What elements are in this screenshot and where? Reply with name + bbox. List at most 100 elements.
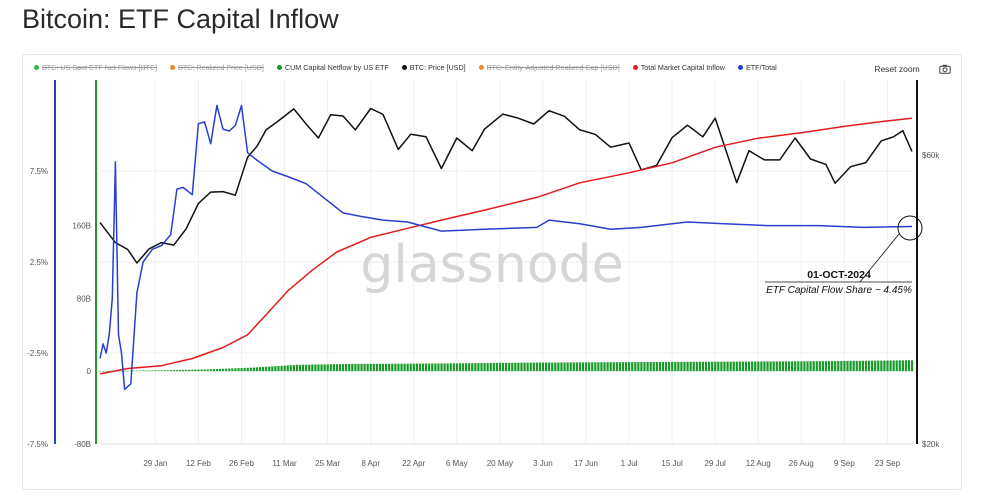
x-tick-label: 23 Sep xyxy=(875,459,901,468)
etf-bar xyxy=(231,368,234,372)
etf-bar xyxy=(874,360,877,372)
etf-bar xyxy=(283,365,286,372)
etf-bar xyxy=(674,361,677,372)
etf-bar xyxy=(646,362,649,372)
legend-item[interactable]: BTC: Entity-Adjusted Realized Cap [USD] xyxy=(478,60,620,74)
etf-bar xyxy=(843,360,846,372)
x-tick-label: 9 Sep xyxy=(834,459,855,468)
legend-item[interactable]: CUM Capital Netflow by US ETF xyxy=(276,60,389,74)
etf-bar xyxy=(425,363,428,372)
etf-bar xyxy=(578,362,582,372)
legend-item[interactable]: BTC: Price [USD] xyxy=(401,60,466,74)
etf-bar xyxy=(151,370,154,372)
etf-bar xyxy=(375,363,379,372)
etf-bar xyxy=(680,361,683,372)
etf-bar xyxy=(372,363,375,372)
annotation-pointer xyxy=(859,233,900,283)
etf-bar xyxy=(834,361,837,372)
etf-bar xyxy=(560,362,563,372)
etf-bar xyxy=(708,361,711,372)
etf-bar xyxy=(369,363,372,372)
etf-bar xyxy=(99,371,102,372)
etf-bar xyxy=(803,361,806,372)
etf-bar xyxy=(794,361,797,372)
etf-bar xyxy=(520,362,523,372)
x-tick-label: 6 May xyxy=(446,459,468,468)
etf-bar xyxy=(332,364,335,372)
etf-bar xyxy=(222,368,225,372)
etf-bar xyxy=(508,362,511,372)
legend-item[interactable]: BTC: US Spot ETF Net Flows [BTC] xyxy=(34,60,157,74)
price-tick-label: $60k xyxy=(922,151,940,160)
etf-bar xyxy=(172,370,176,372)
etf-bar xyxy=(277,366,280,372)
etf-bar xyxy=(228,368,231,372)
x-tick-label: 11 Mar xyxy=(272,459,297,468)
etf-bar xyxy=(849,360,852,372)
etf-bar xyxy=(831,361,834,372)
reset-zoom-button[interactable]: Reset zoom xyxy=(868,62,926,76)
etf-bar xyxy=(637,362,640,372)
legend-item[interactable]: BTC: Realized Price [USD] xyxy=(170,60,264,74)
etf-bar xyxy=(664,361,668,372)
legend-dot-icon xyxy=(632,64,638,70)
etf-bar xyxy=(385,363,388,372)
etf-bar xyxy=(600,362,603,372)
annotation-date: 01-OCT-2024 xyxy=(807,269,871,281)
legend-label: Total Market Capital Inflow xyxy=(640,62,725,72)
annotation-text: ETF Capital Flow Share ~ 4.45% xyxy=(766,285,912,296)
pct-tick-label: 7.5% xyxy=(30,167,48,176)
etf-bar xyxy=(551,362,554,372)
etf-bar xyxy=(498,362,502,372)
etf-bar xyxy=(400,363,403,372)
x-tick-label: 22 Apr xyxy=(402,459,425,468)
etf-bar xyxy=(446,363,449,372)
etf-bar xyxy=(163,370,166,372)
etf-bar xyxy=(612,362,615,372)
etf-bar xyxy=(292,365,295,372)
etf-bar xyxy=(483,363,486,372)
etf-bar xyxy=(757,361,760,372)
etf-bar xyxy=(886,360,889,372)
etf-bar xyxy=(262,366,265,372)
etf-bar xyxy=(142,370,145,372)
etf-bar xyxy=(529,362,532,372)
etf-bar xyxy=(391,363,394,372)
etf-bar xyxy=(729,361,732,372)
etf-bar xyxy=(634,362,637,372)
etf-bar xyxy=(363,363,366,372)
etf-bar xyxy=(252,367,255,372)
etf-bar xyxy=(200,369,203,372)
legend-item[interactable]: Total Market Capital Inflow xyxy=(632,60,725,74)
etf-bar xyxy=(840,360,843,372)
etf-bar xyxy=(329,364,332,372)
etf-bar xyxy=(720,361,723,372)
etf-bar xyxy=(649,361,652,372)
price-tick-label: $20k xyxy=(922,440,940,449)
legend-item[interactable]: ETF/Total xyxy=(738,60,777,74)
etf-bar xyxy=(628,362,631,372)
etf-bar xyxy=(378,363,382,372)
x-tick-label: 25 Mar xyxy=(315,459,340,468)
etf-bar xyxy=(102,371,105,372)
legend-label: BTC: Entity-Adjusted Realized Cap [USD] xyxy=(486,62,620,72)
etf-bar xyxy=(511,362,514,372)
etf-bar xyxy=(489,362,492,372)
x-tick-label: 8 Apr xyxy=(361,459,380,468)
etf-bar xyxy=(686,361,689,372)
etf-bar xyxy=(661,361,665,372)
etf-bar xyxy=(821,361,825,372)
etf-bar xyxy=(815,361,818,372)
etf-bar xyxy=(791,361,794,372)
etf-bar xyxy=(323,364,326,372)
camera-icon[interactable] xyxy=(938,62,952,76)
etf-bar xyxy=(594,362,597,372)
etf-bar xyxy=(557,362,560,372)
etf-bar xyxy=(621,362,625,372)
etf-bar xyxy=(883,360,886,372)
etf-bar xyxy=(381,363,385,372)
etf-bar xyxy=(397,363,400,372)
legend-dot-icon xyxy=(170,64,176,70)
etf-bar xyxy=(157,370,160,372)
etf-bar xyxy=(532,362,535,372)
